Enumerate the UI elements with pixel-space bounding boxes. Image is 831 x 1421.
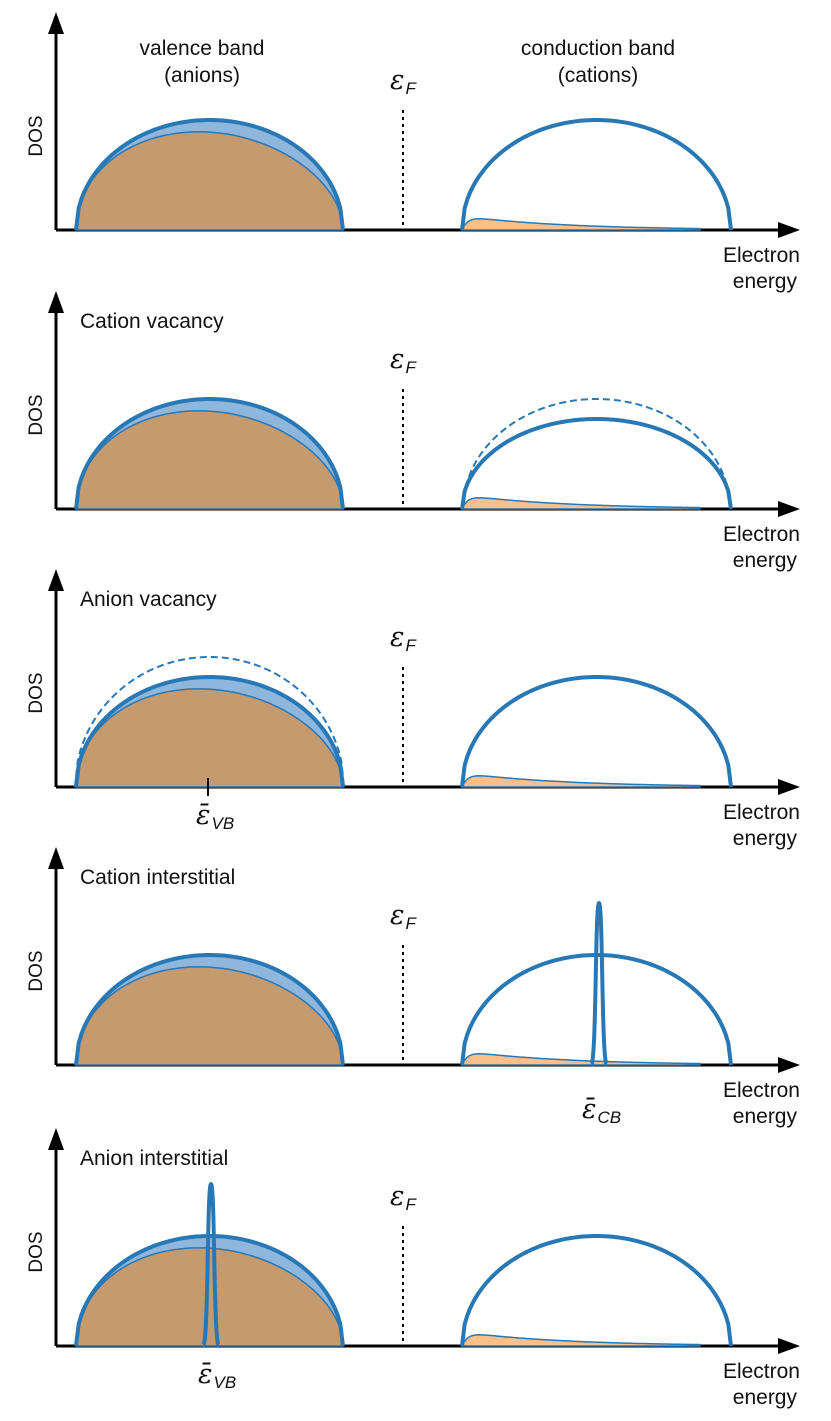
valence-band-outline [74, 952, 345, 1066]
panel-title: Cation interstitial [80, 866, 235, 889]
anion-projected-dos [75, 966, 344, 1066]
anion-projected-dos [75, 1247, 344, 1347]
fermi-subscript: F [406, 79, 418, 98]
arrow-right-icon [778, 779, 800, 795]
xlabel-electron: Electron [723, 801, 800, 824]
valence-band-outline [74, 117, 345, 231]
valence-band-outline [74, 674, 345, 788]
xlabel-energy: energy [733, 270, 798, 293]
fermi-epsilon: ε [390, 900, 405, 931]
cation-interstitial-peak [589, 900, 609, 1067]
arrow-up-icon [48, 1128, 64, 1150]
anions-label: (anions) [164, 64, 240, 87]
conduction-band-label: conduction band [521, 37, 675, 60]
epsilon-bar: ε̄ [582, 1094, 597, 1125]
fermi-subscript: F [406, 914, 418, 933]
panel-title: Anion interstitial [80, 1147, 228, 1170]
xlabel-electron: Electron [723, 523, 800, 546]
arrow-up-icon [48, 12, 64, 34]
vb-subscript: VB [212, 814, 235, 833]
valence-band-label: valence band [140, 37, 265, 60]
conduction-band-outline [460, 117, 733, 231]
epsilon-cb-label: ε̄CB [582, 1094, 621, 1127]
conduction-band-outline [460, 1233, 733, 1347]
epsilon-bar: ε̄ [196, 800, 211, 831]
xlabel-electron: Electron [723, 1360, 800, 1383]
cation-projected-dos [460, 1334, 701, 1347]
arrow-up-icon [48, 569, 64, 591]
panel-title: Cation vacancy [80, 310, 224, 333]
cation-projected-dos [460, 497, 701, 510]
fermi-label: εF [390, 65, 418, 98]
vb-subscript: VB [214, 1373, 237, 1392]
arrow-right-icon [778, 501, 800, 517]
arrow-right-icon [778, 1057, 800, 1073]
panel-1: DOS Electron energy valence band (anions) con… [26, 12, 800, 293]
epsilon-vb-label: ε̄VB [198, 1359, 236, 1392]
cb-subscript: CB [598, 1108, 622, 1127]
fermi-subscript: F [406, 636, 418, 655]
anion-projected-dos [75, 410, 344, 510]
valence-band-outline [74, 396, 345, 510]
cations-label: (cations) [558, 64, 639, 87]
xlabel-energy: energy [733, 1386, 798, 1409]
conduction-band-outline [460, 416, 733, 510]
fermi-subscript: F [406, 1195, 418, 1214]
fermi-label: εF [390, 344, 418, 377]
arrow-up-icon [48, 291, 64, 313]
xlabel-energy: energy [733, 827, 798, 850]
valence-reference-dashed [74, 655, 345, 788]
arrow-right-icon [778, 222, 800, 238]
xlabel-electron: Electron [723, 1079, 800, 1102]
xlabel-energy: energy [733, 549, 798, 572]
epsilon-vb-label: ε̄VB [196, 800, 234, 833]
dos-label: DOS [26, 394, 47, 435]
fermi-subscript: F [406, 358, 418, 377]
dos-label: DOS [26, 115, 47, 156]
fermi-epsilon: ε [390, 622, 405, 653]
cation-projected-dos [460, 1053, 701, 1066]
xlabel-electron: Electron [723, 244, 800, 267]
epsilon-bar: ε̄ [198, 1359, 213, 1390]
arrow-up-icon [48, 847, 64, 869]
cation-projected-dos [460, 218, 701, 231]
cation-projected-dos [460, 775, 701, 788]
arrow-right-icon [778, 1338, 800, 1354]
conduction-reference-dashed [462, 397, 731, 510]
fermi-epsilon: ε [390, 65, 405, 96]
fermi-label: εF [390, 900, 418, 933]
panel-2: DOS Electron energy Cation vacancy εF [26, 291, 800, 572]
panel-title: Anion vacancy [80, 588, 217, 611]
anion-projected-dos [75, 131, 344, 231]
xlabel-energy: energy [733, 1105, 798, 1128]
anion-projected-dos [75, 688, 344, 788]
dos-label: DOS [26, 1231, 47, 1272]
fermi-label: εF [390, 622, 418, 655]
fermi-label: εF [390, 1181, 418, 1214]
fermi-epsilon: ε [390, 1181, 405, 1212]
dos-label: DOS [26, 672, 47, 713]
fermi-epsilon: ε [390, 344, 405, 375]
dos-label: DOS [26, 950, 47, 991]
anion-interstitial-peak [201, 1181, 221, 1348]
conduction-band-outline [460, 674, 733, 788]
